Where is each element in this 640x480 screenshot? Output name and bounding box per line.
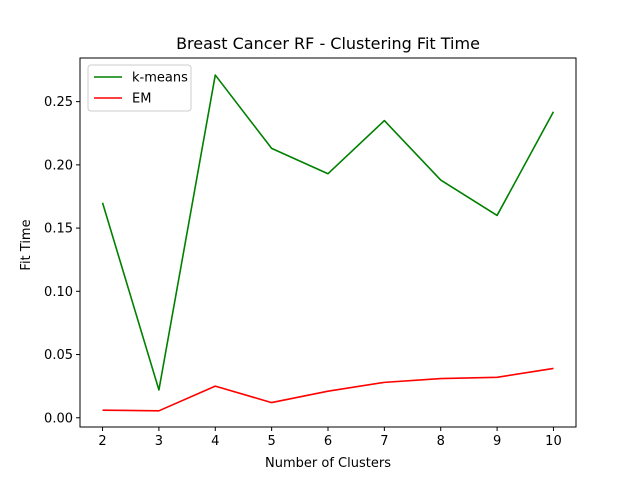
axes-frame [79, 57, 577, 428]
x-tick-label: 5 [267, 434, 275, 449]
x-tick-label: 2 [98, 434, 106, 449]
series-line-k-means [101, 74, 555, 391]
x-tick-label: 4 [211, 434, 219, 449]
y-tick-label: 0.00 [44, 411, 73, 426]
y-tick-label: 0.20 [44, 158, 73, 173]
plot-area: 2 3 4 5 6 7 8 9 10 0.00 0.05 0.10 0.15 0.20 0.25 k-mean… [44, 57, 577, 449]
x-tick-label: 3 [155, 434, 163, 449]
x-tick-label: 6 [324, 434, 332, 449]
x-tick-label: 7 [380, 434, 388, 449]
y-tick-label: 0.10 [44, 285, 73, 300]
y-tick-label: 0.05 [44, 348, 73, 363]
x-tick-label: 10 [545, 434, 562, 449]
y-tick-label: 0.15 [44, 222, 73, 237]
x-tick-label: 8 [437, 434, 445, 449]
y-tick-label: 0.25 [44, 95, 73, 110]
y-axis-label: Fit Time [19, 219, 34, 270]
x-axis-label: Number of Clusters [265, 456, 391, 471]
legend-label: EM [132, 92, 151, 107]
x-tick-label: 9 [493, 434, 501, 449]
series-line-em [102, 367, 554, 412]
legend-label: k-means [132, 71, 188, 86]
chart-title: Breast Cancer RF - Clustering Fit Time [176, 34, 480, 53]
